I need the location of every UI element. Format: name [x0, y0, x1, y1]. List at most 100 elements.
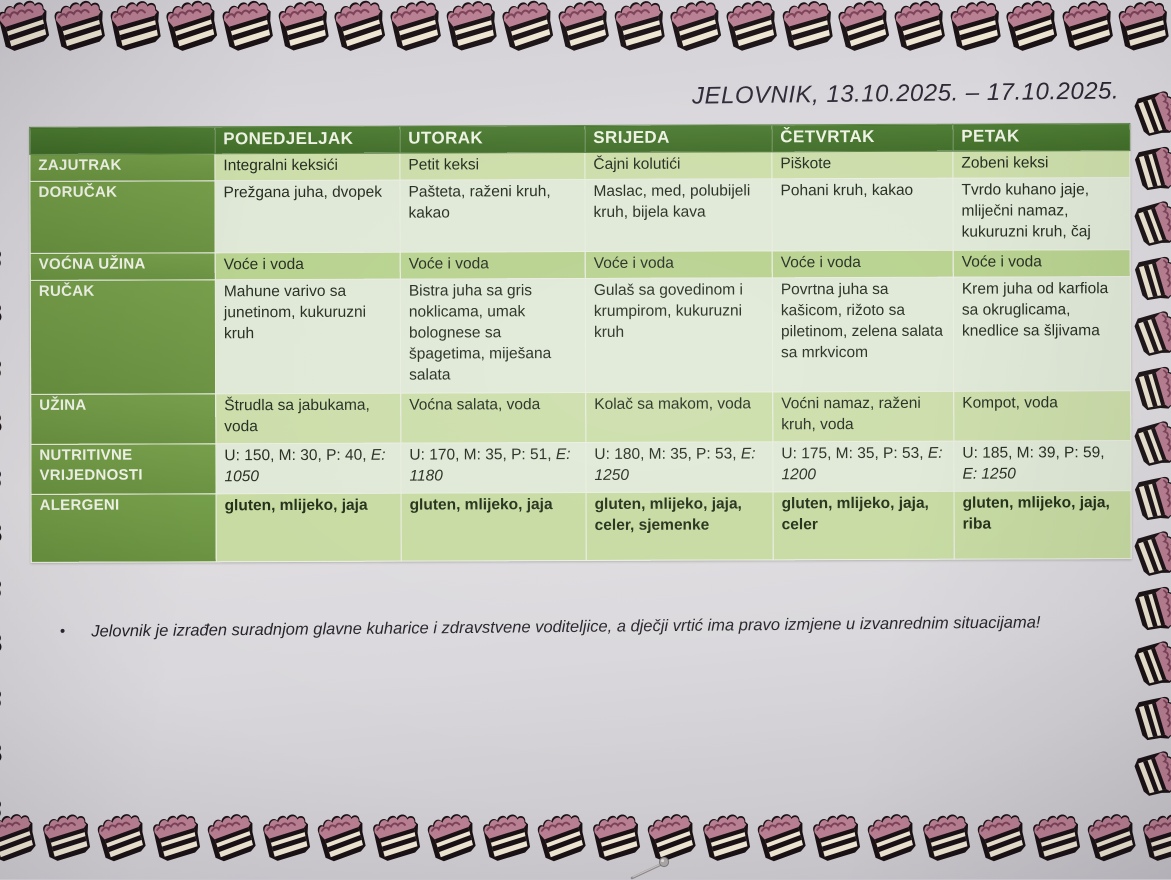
menu-cell: Čajni kolutići — [584, 151, 772, 180]
row-label: ALERGENI — [31, 493, 217, 563]
cake-slice-icon — [614, 1, 665, 51]
cake-slice-icon — [923, 814, 971, 861]
menu-row: DORUČAK Prežgana juha, dvopek Pašteta, raž… — [29, 177, 1131, 254]
cake-slice-icon — [537, 814, 586, 862]
menu-cell: Voće i voda — [772, 250, 954, 278]
menu-cell: U: 170, M: 35, P: 51, E: 1180 — [400, 442, 587, 494]
cake-slice-icon — [97, 814, 146, 862]
menu-cell: Voće i voda — [953, 249, 1131, 278]
cake-slice-icon — [0, 399, 2, 442]
menu-row: ALERGENI gluten, mlijeko, jaja gluten, mli… — [31, 490, 1132, 563]
cake-slice-icon — [950, 1, 1001, 51]
cake-slice-icon — [1033, 814, 1081, 861]
cake-slice-icon — [703, 814, 751, 861]
page-title: JELOVNIK, 13.10.2025. – 17.10.2025. — [691, 77, 1120, 110]
cake-slice-icon — [54, 0, 105, 51]
cake-slice-icon — [647, 814, 696, 862]
menu-cell: Voćna salata, voda — [400, 392, 586, 444]
cake-slice-icon — [0, 454, 1, 497]
nutrition-values: U: 185, M: 39, P: 59, — [962, 444, 1105, 462]
cake-slice-icon — [1134, 366, 1171, 411]
menu-cell: Krem juha od karfiola sa okruglicama, kn… — [953, 276, 1131, 392]
cake-slice-icon — [1134, 476, 1171, 521]
menu-cell: Piškote — [771, 151, 953, 179]
cake-slice-icon — [1134, 421, 1171, 466]
cake-slice-icon — [782, 1, 833, 51]
menu-cell: Kompot, voda — [953, 390, 1131, 442]
menu-cell: Voćni namaz, raženi kruh, voda — [772, 391, 954, 442]
cake-slice-icon — [1006, 0, 1058, 51]
day-header: PONEDJELJAK — [214, 126, 400, 154]
cake-slice-icon — [0, 509, 2, 552]
menu-row: UŽINA Štrudla sa jabukama, voda Voćna sala… — [30, 390, 1131, 445]
cake-slice-icon — [1143, 814, 1171, 861]
menu-cell: Štrudla sa jabukama, voda — [215, 393, 401, 444]
cake-slice-icon — [726, 0, 777, 51]
day-header: UTORAK — [399, 125, 585, 154]
menu-table-header: PONEDJELJAK UTORAK SRIJEDA ČETVRTAK PETAK — [29, 123, 1130, 155]
sewing-pin-icon — [630, 856, 670, 880]
cake-slice-icon — [0, 674, 1, 717]
row-label: RUČAK — [30, 279, 216, 395]
menu-cell: Prežgana juha, dvopek — [214, 180, 401, 253]
menu-cell: gluten, mlijeko, jaja — [401, 492, 587, 562]
cake-slice-icon — [390, 0, 441, 51]
menu-cell: Pašteta, raženi kruh, kakao — [399, 179, 586, 253]
menu-cell: U: 150, M: 30, P: 40, E: 1050 — [215, 443, 402, 494]
menu-cell: Pohani kruh, kakao — [771, 178, 954, 251]
footer-note: • Jelovnik je izrađen suradnjom glavne ku… — [58, 607, 1073, 647]
menu-cell: Voće i voda — [400, 251, 586, 280]
cake-slice-icon — [153, 814, 201, 861]
nutrition-energy-value: E: 1250 — [962, 465, 1016, 483]
cake-slice-icon — [1134, 256, 1171, 301]
cake-slice-icon — [0, 619, 2, 662]
cake-slice-icon — [1134, 91, 1171, 136]
cake-slice-icon — [593, 814, 641, 861]
bullet-icon: • — [59, 622, 66, 640]
menu-row: RUČAK Mahune varivo sa junetinom, kukuruz… — [30, 276, 1131, 395]
row-label: VOĆNA UŽINA — [30, 252, 216, 281]
nutrition-values: U: 175, M: 35, P: 53, — [781, 444, 928, 463]
menu-cell: Mahune varivo sa junetinom, kukuruzni kr… — [215, 279, 401, 394]
cake-slice-icon — [1134, 531, 1171, 576]
cake-slice-icon — [1134, 586, 1171, 631]
cake-slice-icon — [1134, 311, 1171, 356]
cake-slice-icon — [1134, 201, 1171, 246]
menu-cell: gluten, mlijeko, jaja, riba — [954, 490, 1132, 560]
cake-slice-icon — [670, 0, 722, 51]
menu-row: VOĆNA UŽINA Voće i voda Voće i voda Voće i … — [30, 249, 1131, 281]
nutrition-values: U: 170, M: 35, P: 51, — [409, 446, 556, 464]
corner-header-cell — [29, 126, 215, 155]
menu-cell: Kolač sa makom, voda — [585, 391, 773, 443]
cake-slice-icon — [894, 0, 945, 51]
cake-slice-icon — [222, 0, 273, 51]
cake-slice-icon — [1134, 696, 1171, 741]
weekly-menu-table: PONEDJELJAK UTORAK SRIJEDA ČETVRTAK PETAK ZA… — [29, 123, 1132, 563]
day-header: ČETVRTAK — [771, 124, 953, 152]
cake-slice-icon — [813, 814, 861, 861]
cake-slice-icon — [502, 0, 554, 51]
menu-cell: Voće i voda — [585, 250, 773, 279]
cake-slice-icon — [207, 814, 256, 862]
menu-row: ZAJUTRAK Integralni keksići Petit keksi Čaj… — [29, 150, 1130, 182]
row-label: NUTRITIVNE VRIJEDNOSTI — [30, 443, 217, 495]
cake-slice-icon — [446, 1, 497, 51]
cake-slice-icon — [0, 344, 1, 387]
menu-cell: Gulaš sa govedinom i krumpirom, kukuruzn… — [585, 277, 773, 393]
menu-cell: Integralni keksići — [214, 153, 400, 181]
menu-cell: gluten, mlijeko, jaja, celer — [773, 491, 955, 560]
cake-slice-icon — [1134, 641, 1171, 686]
menu-row: NUTRITIVNE VRIJEDNOSTI U: 150, M: 30, P: … — [30, 440, 1132, 495]
menu-cell: U: 175, M: 35, P: 53, E: 1200 — [772, 441, 955, 492]
cake-slice-icon — [43, 814, 91, 861]
cake-slice-icon — [263, 814, 311, 861]
nutrition-values: U: 180, M: 35, P: 53, — [594, 445, 741, 463]
cake-slice-icon — [483, 814, 531, 861]
menu-cell: Tvrdo kuhano jaje, mliječni namaz, kukur… — [952, 177, 1131, 251]
menu-cell: gluten, mlijeko, jaja, celer, sjemenke — [586, 491, 774, 561]
cake-slice-icon — [1118, 1, 1169, 51]
cake-slice-icon — [0, 234, 1, 277]
menu-cell: Povrtna juha sa kašicom, rižoto sa pilet… — [772, 277, 954, 392]
